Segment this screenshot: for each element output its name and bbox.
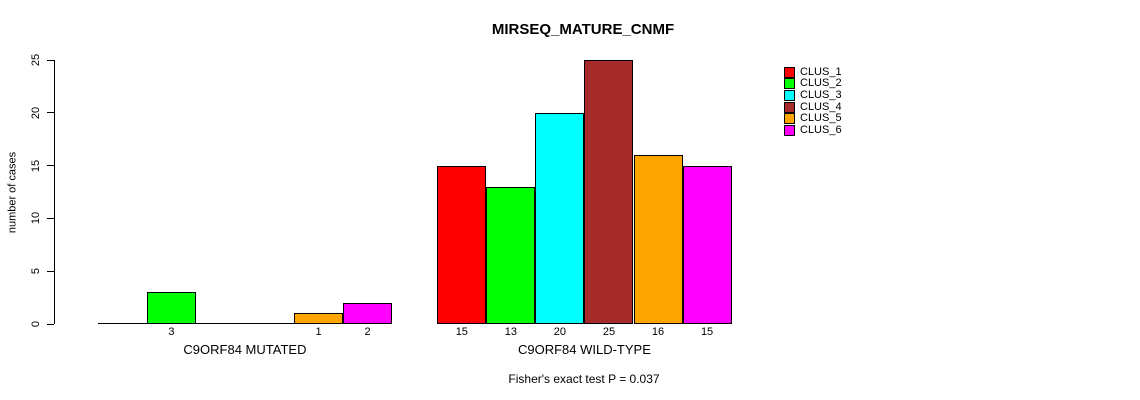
y-tick-label: 0: [30, 320, 42, 328]
legend-label: CLUS_4: [800, 100, 842, 113]
zero-height-bar: [244, 323, 294, 324]
group-label-mutated: C9ORF84 MUTATED: [183, 342, 307, 357]
bar-value-label: 2: [364, 326, 371, 338]
y-tick-label: 15: [30, 159, 42, 172]
bar: [343, 302, 393, 324]
legend-label: CLUS_6: [800, 124, 842, 136]
legend-label: CLUS_3: [800, 88, 842, 101]
legend-swatch: [784, 78, 795, 90]
legend-label: CLUS_1: [800, 65, 842, 78]
bar-value-label: 3: [168, 326, 175, 338]
bar-value-label: 15: [700, 326, 714, 338]
y-tick-mark: [47, 217, 54, 219]
bar-value-label: 25: [602, 326, 616, 338]
bar: [294, 313, 344, 324]
legend-swatch: [784, 113, 795, 125]
group-label-wildtype: C9ORF84 WILD-TYPE: [517, 342, 651, 357]
bar: [437, 165, 487, 324]
legend-swatch: [784, 101, 795, 113]
bar: [682, 165, 732, 324]
y-tick-mark: [47, 270, 54, 272]
bar-value-label: 13: [504, 326, 517, 338]
bar-value-label: 20: [553, 326, 567, 338]
legend-label: CLUS_2: [800, 77, 842, 90]
bar: [535, 112, 585, 324]
y-tick-mark: [47, 323, 54, 325]
y-axis: [54, 60, 55, 324]
legend-swatch: [784, 125, 795, 136]
bar-value-label: 1: [315, 326, 322, 338]
bar: [633, 155, 683, 324]
footnote-fisher-test: Fisher's exact test P = 0.037: [508, 372, 660, 386]
zero-height-bar: [97, 323, 147, 324]
y-tick-label: 25: [30, 53, 42, 67]
chart-title: MIRSEQ_MATURE_CNMF: [491, 21, 675, 38]
y-tick-label: 20: [30, 106, 42, 119]
legend-swatch: [784, 89, 795, 101]
y-axis-label: number of cases: [6, 151, 19, 234]
bar-value-label: 15: [455, 326, 468, 338]
y-tick-mark: [47, 165, 54, 167]
y-tick-mark: [47, 59, 54, 61]
legend-label: CLUS_5: [800, 112, 842, 125]
bar: [146, 292, 196, 324]
y-tick-mark: [47, 112, 54, 114]
bar: [584, 60, 634, 324]
bar: [486, 186, 536, 324]
y-tick-label: 5: [30, 268, 42, 275]
bar-value-label: 16: [651, 326, 665, 338]
legend-swatch: [784, 66, 795, 78]
zero-height-bar: [195, 323, 245, 324]
y-tick-label: 10: [30, 212, 42, 225]
